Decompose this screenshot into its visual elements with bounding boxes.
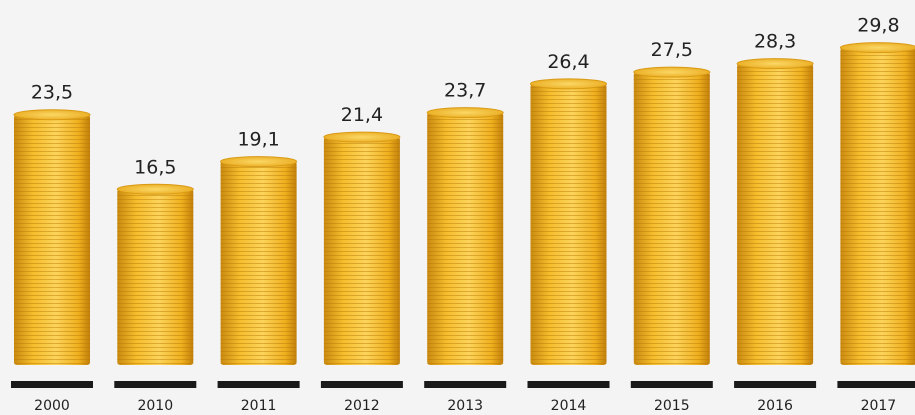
- coin-top: [633, 66, 711, 78]
- coin-top: [426, 107, 504, 119]
- base-bar: [320, 381, 403, 388]
- x-tick-label: 2014: [551, 398, 587, 414]
- value-label: 29,8: [857, 15, 899, 37]
- coin-ridges: [530, 83, 607, 365]
- x-tick-label: 2017: [861, 398, 897, 414]
- coin-ridges: [14, 114, 90, 365]
- value-label: 26,4: [547, 51, 589, 73]
- x-tick-label: 2000: [34, 398, 70, 414]
- value-label: 16,5: [134, 156, 176, 178]
- coin-ridges: [117, 189, 194, 365]
- base-bar: [734, 381, 817, 388]
- coin-ridges: [633, 72, 710, 365]
- value-label: 21,4: [341, 104, 383, 126]
- coin-top: [530, 78, 607, 90]
- x-tick-label: 2012: [344, 398, 380, 414]
- x-tick-label: 2013: [447, 398, 483, 414]
- base-bar: [837, 381, 915, 388]
- base-bar: [217, 381, 300, 388]
- value-label: 19,1: [237, 129, 279, 151]
- coin-top: [839, 42, 915, 54]
- x-tick-label: 2015: [654, 398, 690, 414]
- coin-top: [116, 183, 194, 195]
- x-tick-label: 2011: [241, 398, 277, 414]
- base-bar: [630, 381, 713, 388]
- coin-top: [13, 109, 91, 121]
- value-label: 27,5: [651, 39, 693, 61]
- x-tick-label: 2016: [757, 398, 793, 414]
- x-tick-label: 2010: [137, 398, 173, 414]
- coin-top: [220, 156, 298, 168]
- coin-ridges: [840, 47, 915, 365]
- coin-ridges: [323, 137, 400, 365]
- coin-top: [323, 131, 401, 143]
- coin-ridges: [427, 112, 504, 365]
- coin-ridges: [737, 63, 814, 365]
- base-bar: [11, 381, 93, 388]
- coin-ridges: [220, 161, 297, 365]
- value-label: 28,3: [754, 31, 796, 53]
- base-bar: [424, 381, 507, 388]
- value-label: 23,5: [31, 82, 73, 104]
- coin-top: [736, 58, 814, 70]
- base-bar: [114, 381, 197, 388]
- base-bar: [527, 381, 610, 388]
- value-label: 23,7: [444, 80, 486, 102]
